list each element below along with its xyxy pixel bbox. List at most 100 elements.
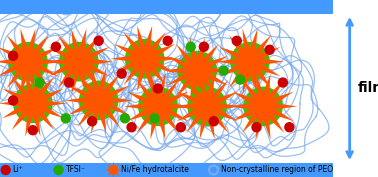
Text: Ni/Fe hydrotalcite: Ni/Fe hydrotalcite — [121, 165, 189, 175]
Polygon shape — [141, 56, 166, 85]
Circle shape — [209, 117, 218, 126]
Polygon shape — [205, 92, 238, 111]
Polygon shape — [28, 70, 40, 104]
Circle shape — [54, 165, 63, 175]
Circle shape — [109, 166, 118, 174]
Polygon shape — [153, 73, 166, 107]
Polygon shape — [127, 102, 160, 121]
Polygon shape — [176, 68, 201, 97]
Polygon shape — [124, 56, 149, 85]
Polygon shape — [200, 105, 212, 140]
Text: film: film — [358, 81, 378, 96]
Polygon shape — [242, 61, 255, 95]
Polygon shape — [91, 99, 103, 134]
Circle shape — [61, 114, 70, 123]
Polygon shape — [219, 57, 252, 76]
Polygon shape — [145, 54, 179, 64]
Circle shape — [177, 123, 185, 132]
Polygon shape — [124, 32, 149, 62]
Polygon shape — [24, 35, 49, 65]
Ellipse shape — [125, 39, 164, 79]
Polygon shape — [140, 25, 152, 60]
Polygon shape — [45, 57, 79, 67]
Polygon shape — [99, 96, 133, 105]
Polygon shape — [111, 54, 145, 64]
Polygon shape — [48, 47, 81, 66]
Polygon shape — [96, 86, 129, 105]
Polygon shape — [250, 57, 284, 67]
Circle shape — [9, 51, 18, 60]
Polygon shape — [259, 105, 271, 140]
Circle shape — [1, 165, 10, 175]
Text: Non-crystalline region of PEO: Non-crystalline region of PEO — [221, 165, 333, 175]
Polygon shape — [248, 47, 280, 66]
Polygon shape — [112, 170, 115, 177]
Polygon shape — [124, 102, 158, 111]
Circle shape — [265, 45, 274, 54]
Circle shape — [235, 75, 245, 84]
Polygon shape — [23, 28, 36, 63]
Ellipse shape — [16, 50, 40, 74]
Circle shape — [51, 42, 60, 51]
Polygon shape — [112, 161, 115, 170]
Polygon shape — [177, 102, 209, 121]
Polygon shape — [216, 57, 250, 67]
Polygon shape — [112, 164, 119, 171]
Polygon shape — [259, 73, 271, 107]
Ellipse shape — [133, 47, 157, 71]
Circle shape — [219, 66, 228, 75]
Circle shape — [121, 114, 130, 123]
Polygon shape — [137, 58, 149, 92]
Ellipse shape — [138, 87, 178, 126]
Polygon shape — [242, 103, 267, 133]
Polygon shape — [2, 89, 35, 108]
Polygon shape — [20, 28, 33, 63]
Polygon shape — [259, 103, 284, 133]
Polygon shape — [105, 168, 113, 172]
Polygon shape — [24, 59, 49, 88]
Polygon shape — [232, 92, 265, 111]
Polygon shape — [0, 47, 30, 66]
Circle shape — [117, 69, 126, 78]
Ellipse shape — [146, 94, 170, 118]
Polygon shape — [77, 47, 110, 66]
Polygon shape — [190, 70, 202, 104]
Polygon shape — [143, 54, 175, 73]
Polygon shape — [136, 80, 162, 109]
Polygon shape — [219, 47, 252, 66]
Circle shape — [28, 126, 37, 135]
Polygon shape — [25, 70, 37, 104]
Polygon shape — [77, 74, 102, 103]
Ellipse shape — [87, 88, 111, 113]
Ellipse shape — [178, 51, 217, 90]
Polygon shape — [0, 99, 33, 108]
Polygon shape — [261, 102, 294, 121]
Circle shape — [88, 117, 97, 126]
Polygon shape — [259, 80, 284, 109]
Ellipse shape — [21, 91, 45, 116]
Polygon shape — [29, 77, 54, 106]
Ellipse shape — [195, 94, 219, 118]
Polygon shape — [29, 100, 54, 130]
Circle shape — [127, 123, 136, 132]
Polygon shape — [95, 97, 120, 127]
Circle shape — [278, 78, 287, 87]
Ellipse shape — [243, 87, 283, 126]
Polygon shape — [186, 103, 211, 133]
Polygon shape — [65, 96, 99, 105]
Polygon shape — [200, 73, 212, 107]
Ellipse shape — [238, 50, 262, 74]
Polygon shape — [79, 57, 113, 67]
Polygon shape — [127, 92, 160, 111]
Polygon shape — [229, 59, 254, 88]
Polygon shape — [71, 28, 84, 63]
Polygon shape — [153, 105, 166, 140]
Polygon shape — [150, 105, 163, 140]
Polygon shape — [23, 61, 36, 95]
Polygon shape — [229, 35, 254, 65]
Polygon shape — [114, 54, 147, 73]
Polygon shape — [31, 89, 64, 108]
Ellipse shape — [67, 50, 91, 74]
Polygon shape — [167, 56, 200, 75]
Polygon shape — [256, 105, 268, 140]
